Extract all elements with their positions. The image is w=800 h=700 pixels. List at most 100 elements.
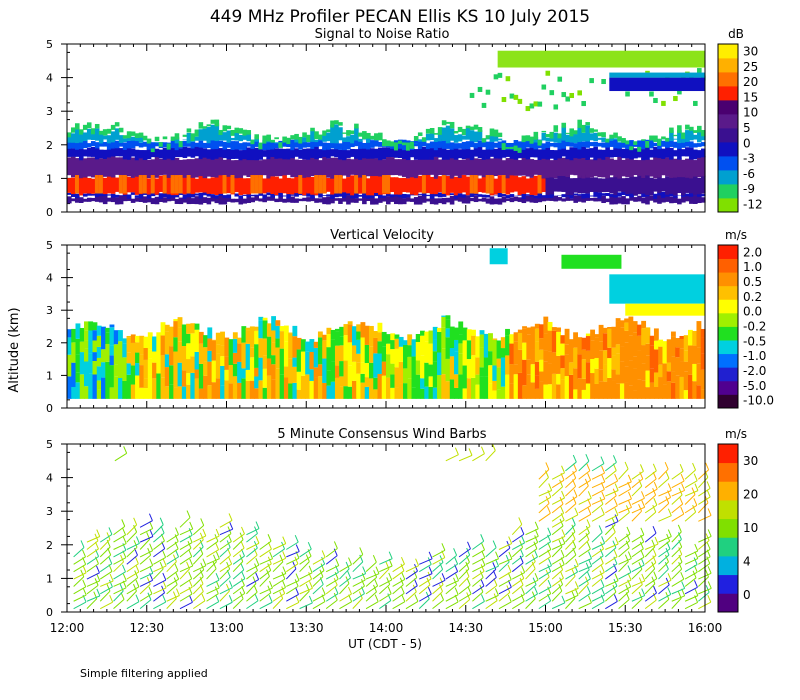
snr-cell — [613, 176, 618, 196]
velocity-cell — [471, 335, 476, 356]
snr-cell — [661, 178, 666, 192]
wind-barb-flag — [707, 529, 712, 537]
wind-barb-flag — [705, 533, 710, 541]
snr-cell — [621, 159, 626, 177]
velocity-cell — [530, 364, 536, 383]
snr-cell — [597, 149, 602, 159]
colorbar-label: 20 — [743, 75, 758, 89]
wind-barb-flag — [295, 544, 300, 552]
velocity-cell — [564, 376, 570, 399]
velocity-cell — [143, 359, 149, 379]
velocity-cell — [330, 361, 336, 382]
velocity-cell — [92, 361, 98, 375]
snr-cell — [186, 147, 192, 157]
wind-barb-flag — [600, 541, 604, 550]
wind-barb — [538, 477, 549, 489]
snr-cell — [234, 141, 240, 150]
wind-barb-flag — [188, 549, 193, 557]
snr-cell — [525, 156, 531, 177]
velocity-cell — [449, 379, 455, 399]
wind-barb — [232, 585, 245, 595]
wind-barb — [658, 554, 670, 565]
snr-cell — [158, 149, 164, 159]
snr-cell — [338, 149, 343, 160]
wind-barb — [698, 488, 711, 497]
snr-cell — [445, 176, 451, 196]
snr-cell — [134, 175, 140, 195]
snr-cell — [230, 147, 236, 159]
velocity-cell — [75, 372, 81, 383]
snr-cell — [210, 146, 216, 160]
snr-cell — [561, 139, 567, 149]
time-tick-label: 16:00 — [688, 621, 723, 635]
wind-barb — [472, 549, 485, 558]
snr-cell — [425, 194, 431, 197]
colorbar-label: -9 — [743, 182, 755, 196]
snr-cell — [70, 156, 76, 178]
wind-barb — [352, 593, 365, 602]
wind-barb-flag — [601, 587, 606, 596]
snr-cell — [437, 132, 443, 142]
velocity-cell — [364, 325, 370, 345]
wind-barb-flag — [321, 587, 326, 595]
wind-barb-flag — [598, 525, 603, 533]
velocity-cell — [551, 327, 557, 331]
velocity-cell — [381, 375, 387, 399]
velocity-cell — [296, 337, 302, 350]
time-tick-label: 12:30 — [129, 621, 164, 635]
snr-cell — [529, 143, 535, 148]
velocity-cell — [415, 374, 421, 399]
velocity-cell — [169, 326, 174, 347]
snr-cell — [477, 127, 483, 132]
snr-cell — [67, 157, 72, 176]
snr-cell — [681, 137, 686, 143]
snr-cell — [533, 175, 539, 196]
wind-barb-flag — [613, 549, 618, 557]
wind-barb — [153, 565, 167, 573]
velocity-cell — [607, 358, 613, 378]
snr-cell — [302, 137, 307, 143]
wind-barb-flag — [466, 578, 471, 586]
snr-cell — [577, 157, 582, 178]
velocity-cell — [147, 358, 153, 375]
wind-barb-flag — [187, 541, 192, 549]
snr-cell — [681, 132, 686, 139]
snr-cell — [162, 156, 168, 175]
velocity-cell — [368, 346, 374, 363]
wind-barb — [232, 539, 244, 550]
velocity-cell — [479, 330, 485, 335]
wind-barb-flag — [678, 561, 683, 570]
snr-cell — [230, 198, 236, 203]
wind-barb-flag — [82, 579, 87, 587]
wind-barb — [684, 571, 698, 580]
wind-barb-flag — [641, 491, 645, 499]
velocity-cell — [687, 374, 693, 399]
wind-barb — [512, 542, 525, 550]
velocity-cell — [462, 388, 468, 399]
snr-cell — [405, 149, 411, 161]
velocity-cell — [334, 365, 340, 378]
snr-cell — [182, 159, 188, 178]
wind-barb-flag — [680, 473, 685, 482]
snr-cell — [362, 197, 367, 205]
snr-cell — [389, 194, 395, 198]
snr-cell — [509, 174, 515, 193]
wind-barb — [405, 577, 418, 587]
velocity-cell — [683, 350, 689, 362]
wind-barb — [684, 480, 698, 489]
snr-cell — [198, 140, 204, 148]
snr-cell — [122, 135, 128, 139]
velocity-cell — [326, 334, 332, 348]
snr-cell — [278, 142, 283, 148]
wind-barb-flag — [359, 547, 364, 555]
velocity-cell — [101, 362, 106, 378]
wind-barb — [113, 557, 127, 565]
wind-barb — [272, 587, 286, 595]
snr-cell — [370, 148, 375, 159]
velocity-cell — [653, 386, 659, 399]
snr-cell — [457, 159, 463, 178]
snr-cell — [673, 134, 678, 137]
wind-barb-flag — [109, 595, 114, 603]
snr-cell — [134, 197, 140, 202]
